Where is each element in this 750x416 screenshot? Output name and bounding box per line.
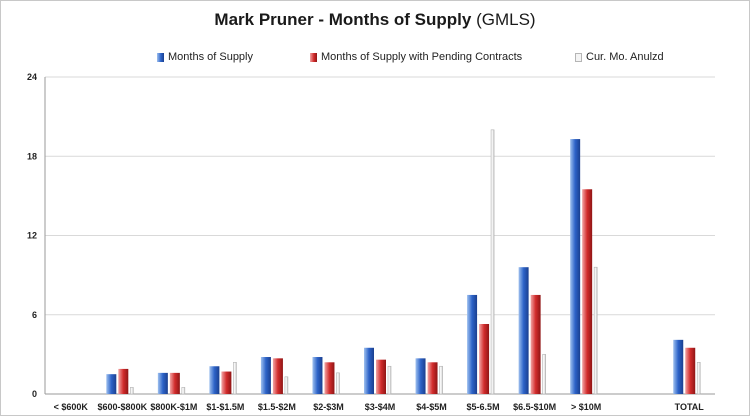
x-tick-label: $600-$800K: [98, 402, 148, 412]
bar-0-1: [106, 374, 117, 394]
x-tick-label: $3-$4M: [365, 402, 396, 412]
bar-2-7: [439, 365, 443, 395]
x-tick-label: $6.5-$10M: [513, 402, 556, 412]
bar-0-3: [209, 366, 220, 394]
legend-item-cur-mo-anulzd: Cur. Mo. Anulzd: [575, 51, 664, 63]
bar-1-4: [272, 358, 283, 394]
bar-1-10: [582, 189, 593, 394]
grid-lines: [45, 76, 715, 395]
bar-0-4: [260, 357, 271, 394]
bars: [106, 129, 701, 395]
chart-title-main: Mark Pruner - Months of Supply: [214, 10, 472, 29]
bar-2-8: [490, 129, 495, 395]
bar-1-1: [118, 368, 129, 394]
bar-0-12: [673, 339, 684, 394]
y-tick-label: 0: [32, 389, 37, 399]
bar-2-9: [542, 354, 546, 395]
x-tick-label: $5-6.5M: [467, 402, 500, 412]
bar-0-8: [467, 294, 478, 394]
legend-item-pending-contracts: Months of Supply with Pending Contracts: [310, 51, 522, 63]
legend-swatch-red: [310, 52, 317, 62]
bar-0-2: [157, 372, 168, 394]
bar-2-6: [387, 365, 392, 395]
bar-2-10: [593, 266, 598, 395]
y-tick-label: 12: [27, 231, 37, 241]
bar-0-10: [570, 139, 581, 394]
bar-0-5: [312, 357, 323, 394]
bar-1-12: [685, 347, 696, 394]
y-tick-label: 6: [32, 310, 37, 320]
bar-1-6: [376, 359, 386, 394]
y-tick-label: 18: [27, 151, 37, 161]
bar-0-9: [518, 267, 529, 394]
bar-0-6: [364, 347, 374, 394]
bar-1-9: [530, 294, 541, 394]
x-tick-label: > $10M: [571, 402, 601, 412]
x-tick-label: $4-$5M: [416, 402, 447, 412]
chart-title-sub: (GMLS): [476, 10, 536, 29]
bar-1-5: [324, 362, 335, 394]
legend-swatch-white: [575, 52, 582, 62]
legend-swatch-blue: [157, 52, 164, 62]
x-axis: < $600K $600-$800K $800K-$1M $1-$1.5M $1.5-$…: [54, 402, 705, 412]
x-tick-label: TOTAL: [675, 402, 705, 412]
bar-2-12: [696, 361, 701, 395]
x-tick-label: $1-$1.5M: [206, 402, 244, 412]
x-tick-label: $1.5-$2M: [258, 402, 296, 412]
legend-label: Cur. Mo. Anulzd: [586, 51, 664, 63]
legend-label: Months of Supply: [168, 51, 253, 63]
bar-2-5: [336, 372, 340, 395]
bar-1-7: [427, 362, 438, 394]
bar-1-8: [479, 323, 490, 394]
legend-label: Months of Supply with Pending Contracts: [321, 51, 523, 63]
bar-2-1: [130, 387, 134, 395]
y-tick-label: 24: [27, 72, 37, 82]
y-axis: 0 6 12 18 24: [27, 72, 46, 399]
x-tick-label: $800K-$1M: [150, 402, 197, 412]
chart-title: Mark Pruner - Months of Supply (GMLS): [0, 10, 750, 30]
bar-2-2: [181, 387, 186, 395]
legend-item-months-of-supply: Months of Supply: [157, 51, 253, 63]
x-tick-label: < $600K: [54, 402, 89, 412]
x-tick-label: $2-$3M: [313, 402, 344, 412]
bar-2-3: [233, 361, 237, 395]
bar-2-4: [284, 376, 289, 395]
chart-legend: Months of Supply Months of Supply with P…: [0, 51, 750, 67]
bar-0-7: [415, 358, 426, 394]
bar-1-2: [169, 372, 180, 394]
bar-1-3: [221, 371, 232, 394]
